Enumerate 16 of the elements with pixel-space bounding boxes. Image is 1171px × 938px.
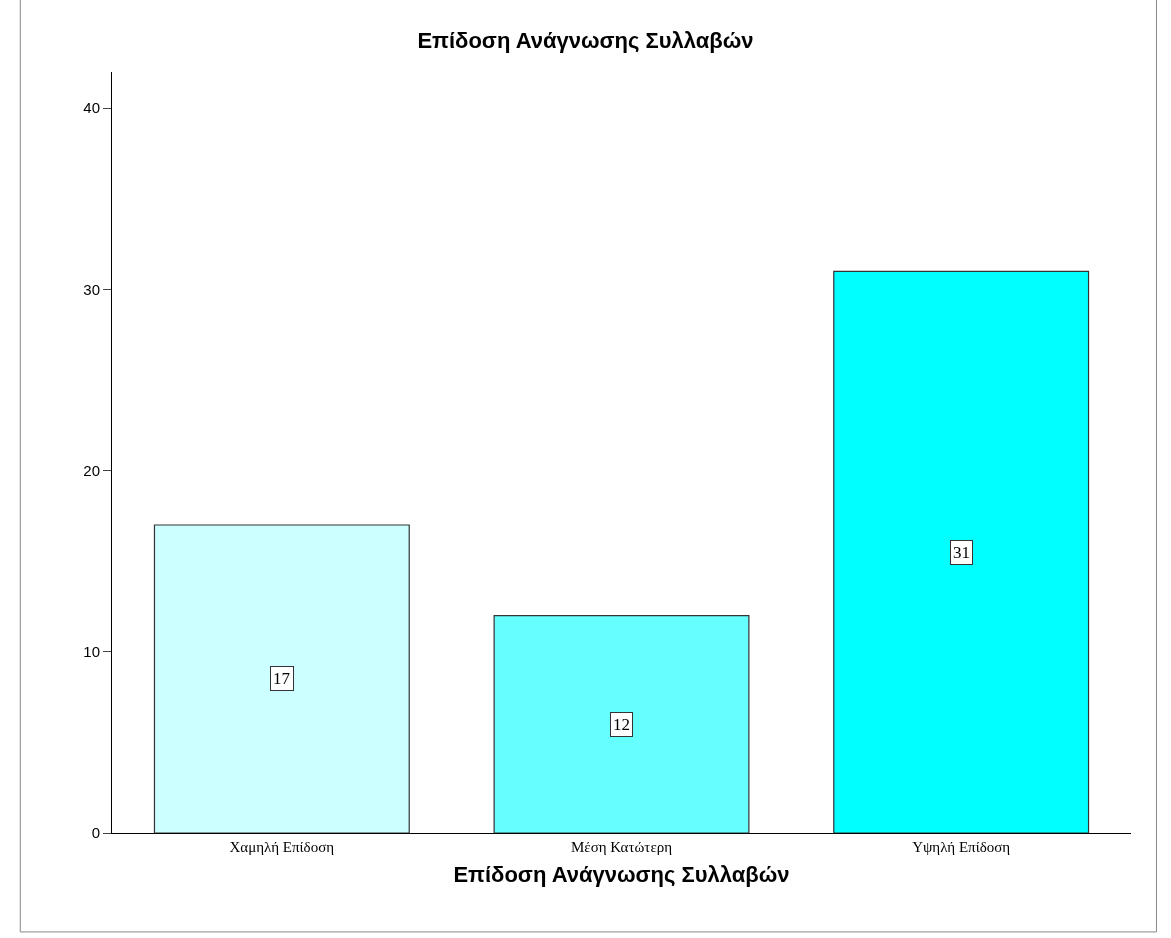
bar [153, 524, 410, 833]
y-tick-label: 20 [83, 461, 100, 479]
x-tick-label: Χαμηλή Επίδοση [229, 839, 335, 855]
x-tick-label: Μέση Κατώτερη [570, 839, 673, 855]
data-label: 17 [273, 669, 291, 688]
x-tick-label: Υψηλή Επίδοση [912, 839, 1011, 855]
chart-title: Επίδοση Ανάγνωσης Συλλαβών [417, 28, 754, 54]
y-tick-label: 30 [83, 280, 100, 298]
y-tick-label: 10 [83, 643, 100, 661]
y-tick-label: 0 [91, 824, 100, 842]
y-tick-label: 40 [83, 99, 100, 117]
bar [493, 614, 750, 833]
data-label: 12 [613, 715, 630, 734]
data-label: 31 [953, 543, 970, 562]
x-axis-title: Επίδοση Ανάγνωσης Συλλαβών [453, 861, 790, 887]
bar [833, 270, 1090, 833]
